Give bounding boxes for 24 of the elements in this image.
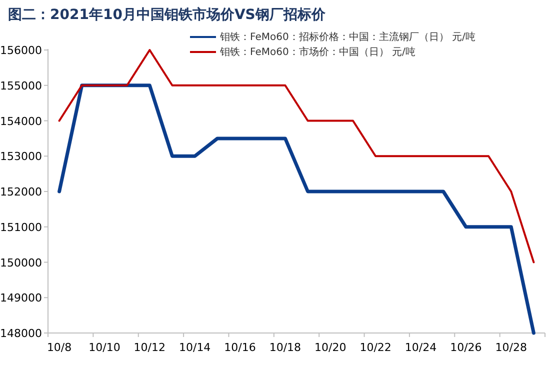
y-tick-label: 156000 — [0, 44, 42, 57]
y-tick-label: 151000 — [0, 220, 42, 234]
x-tick-label: 10/28 — [495, 341, 527, 354]
x-tick-label: 10/26 — [450, 341, 482, 354]
y-tick-label: 153000 — [0, 150, 42, 164]
x-tick-label: 10/18 — [269, 341, 302, 354]
x-tick-label: 10/24 — [404, 341, 437, 354]
line-series — [58, 84, 536, 335]
legend-label: 钼铁：FeMo60：市场价：中国（日） 元/吨 — [219, 46, 416, 58]
y-tick-label: 148000 — [0, 327, 42, 340]
x-tick-label: 10/10 — [88, 341, 120, 354]
x-tick-label: 10/12 — [134, 341, 166, 354]
x-tick-label: 10/8 — [46, 341, 72, 354]
y-tick-label: 150000 — [0, 256, 42, 270]
y-tick-label: 155000 — [0, 79, 42, 92]
y-tick-label: 149000 — [0, 292, 42, 305]
y-tick-label: 152000 — [0, 186, 42, 198]
x-tick-label: 10/14 — [178, 341, 211, 354]
chart-title: 图二：2021年10月中国钼铁市场价VS钢厂招标价 — [8, 6, 326, 23]
legend-label: 钼铁：FeMo60：招标价格：中国：主流钢厂（日） 元/吨 — [219, 31, 476, 43]
x-tick-label: 10/20 — [314, 341, 346, 354]
y-tick-label: 154000 — [0, 114, 42, 128]
x-tick-label: 10/22 — [360, 341, 392, 354]
x-tick-label: 10/16 — [224, 341, 256, 354]
